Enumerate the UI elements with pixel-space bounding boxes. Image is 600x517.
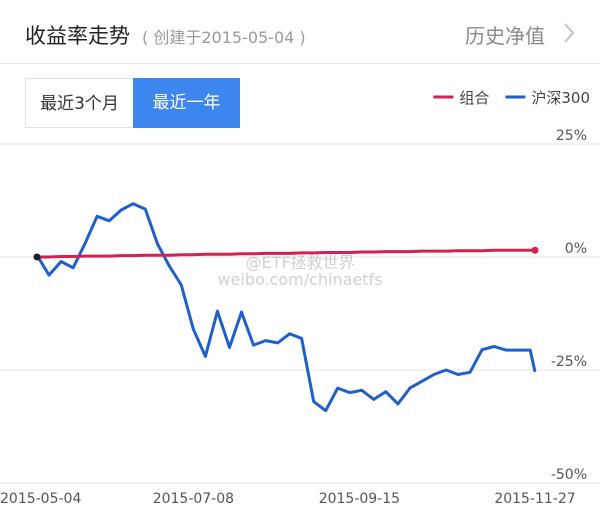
watermark: weibo.com/chinaetfs	[217, 270, 382, 289]
separator	[0, 63, 600, 64]
y-tick-label: 0%	[565, 241, 587, 257]
start-dot	[33, 253, 41, 261]
series-line	[37, 248, 535, 259]
y-tick-label: 25%	[556, 128, 587, 144]
legend-label: 沪深300	[531, 89, 590, 107]
y-tick-label: -25%	[551, 354, 587, 370]
x-tick-label: 2015-07-08	[153, 491, 234, 507]
legend-label: 组合	[459, 89, 489, 107]
x-tick-label: 2015-05-04	[0, 491, 81, 507]
x-tick-label: 2015-11-27	[494, 491, 575, 507]
chevron[interactable]	[563, 22, 575, 44]
series-line	[35, 202, 537, 413]
tab-3-months[interactable]: 最近3个月	[25, 78, 133, 128]
tab-1-year[interactable]: 最近一年	[133, 78, 240, 128]
y-tick-label: -50%	[551, 467, 587, 483]
page-title: 收益率走势	[25, 24, 130, 48]
created-date: ( 创建于2015-05-04 )	[142, 28, 306, 47]
history-link[interactable]: 历史净值	[465, 24, 545, 48]
watermark: @ETF拯救世界	[245, 253, 354, 272]
x-tick-label: 2015-09-15	[319, 491, 400, 507]
end-dot	[531, 246, 539, 254]
